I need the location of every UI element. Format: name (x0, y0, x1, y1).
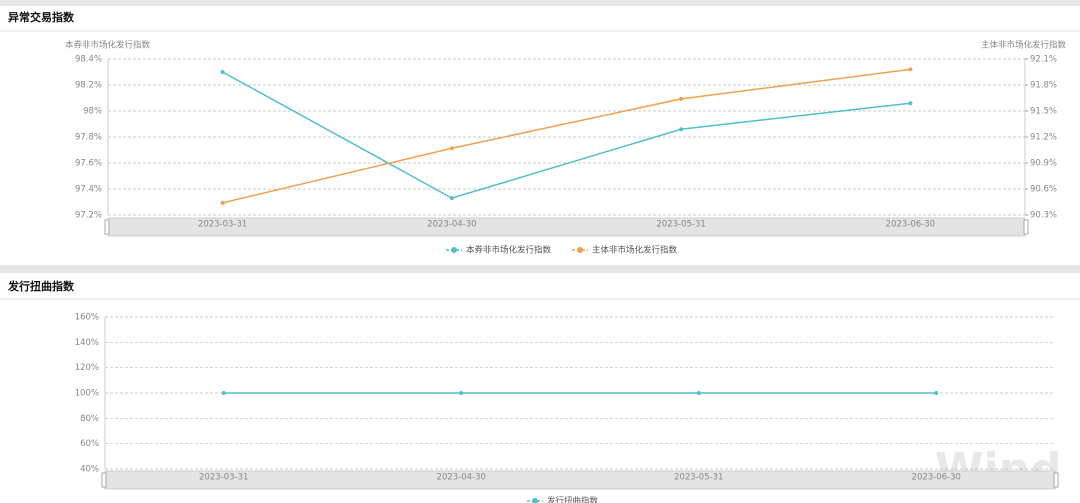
data-point (908, 101, 913, 106)
y-axis-title: 本券非市场化发行指数 (65, 40, 151, 51)
y-tick-label: 40% (80, 465, 99, 475)
x-tick-label: 2023-06-30 (912, 473, 961, 483)
y2-axis-title: 主体非市场化发行指数 (981, 40, 1067, 51)
y2-tick-label: 91.5% (1030, 107, 1057, 117)
y-tick-label: 100% (75, 389, 99, 399)
y-tick-label: 98% (83, 107, 102, 117)
y2-tick-label: 90.3% (1030, 211, 1057, 221)
section-divider (0, 265, 1080, 273)
y-tick-label: 160% (75, 313, 99, 323)
data-point (908, 67, 913, 72)
y-tick-label: 80% (80, 414, 99, 424)
zoom-handle[interactable] (104, 219, 110, 235)
x-tick-label: 2023-03-31 (198, 220, 247, 230)
data-point (449, 196, 454, 201)
y2-tick-label: 90.9% (1030, 159, 1057, 169)
legend-marker (577, 247, 583, 253)
x-tick-label: 2023-06-30 (886, 220, 935, 230)
y-tick-label: 98.4% (75, 55, 102, 65)
x-tick-label: 2023-05-31 (656, 220, 705, 230)
zoom-handle[interactable] (1053, 472, 1059, 488)
section-title: 发行扭曲指数 (7, 279, 75, 293)
legend-marker (451, 247, 457, 253)
section-title: 异常交易指数 (8, 10, 75, 24)
data-point (221, 391, 226, 395)
data-point (459, 391, 464, 395)
legend-label[interactable]: 发行扭曲指数 (547, 496, 599, 503)
y2-tick-label: 92.1% (1030, 55, 1057, 65)
y-tick-label: 98.2% (75, 81, 102, 91)
data-point (220, 70, 225, 74)
zoom-handle[interactable] (1023, 219, 1029, 235)
x-tick-label: 2023-05-31 (674, 473, 723, 483)
y-tick-label: 140% (75, 338, 99, 348)
y2-tick-label: 91.2% (1030, 133, 1057, 143)
data-point (696, 391, 701, 395)
zoom-handle[interactable] (101, 472, 107, 488)
y-tick-label: 60% (80, 439, 99, 449)
y-tick-label: 97.4% (75, 185, 102, 195)
series-line (222, 71, 911, 199)
y-tick-label: 97.6% (75, 159, 102, 169)
x-tick-label: 2023-04-30 (437, 473, 486, 483)
series-line (222, 68, 911, 204)
y2-tick-label: 91.8% (1030, 81, 1057, 91)
y-tick-label: 97.2% (75, 211, 102, 221)
x-tick-label: 2023-04-30 (427, 220, 476, 230)
legend-marker (532, 498, 538, 503)
x-tick-label: 2023-03-31 (199, 473, 248, 483)
legend-label[interactable]: 主体非市场化发行指数 (592, 245, 678, 256)
data-point (679, 127, 684, 132)
y-tick-label: 120% (75, 363, 99, 373)
legend-label[interactable]: 本券非市场化发行指数 (466, 245, 552, 256)
data-point (449, 146, 454, 151)
y2-tick-label: 90.6% (1030, 185, 1057, 195)
top-strip (0, 0, 1080, 6)
y-tick-label: 97.8% (75, 133, 102, 143)
data-point (679, 96, 684, 101)
data-point (934, 391, 939, 395)
data-point (220, 200, 225, 205)
